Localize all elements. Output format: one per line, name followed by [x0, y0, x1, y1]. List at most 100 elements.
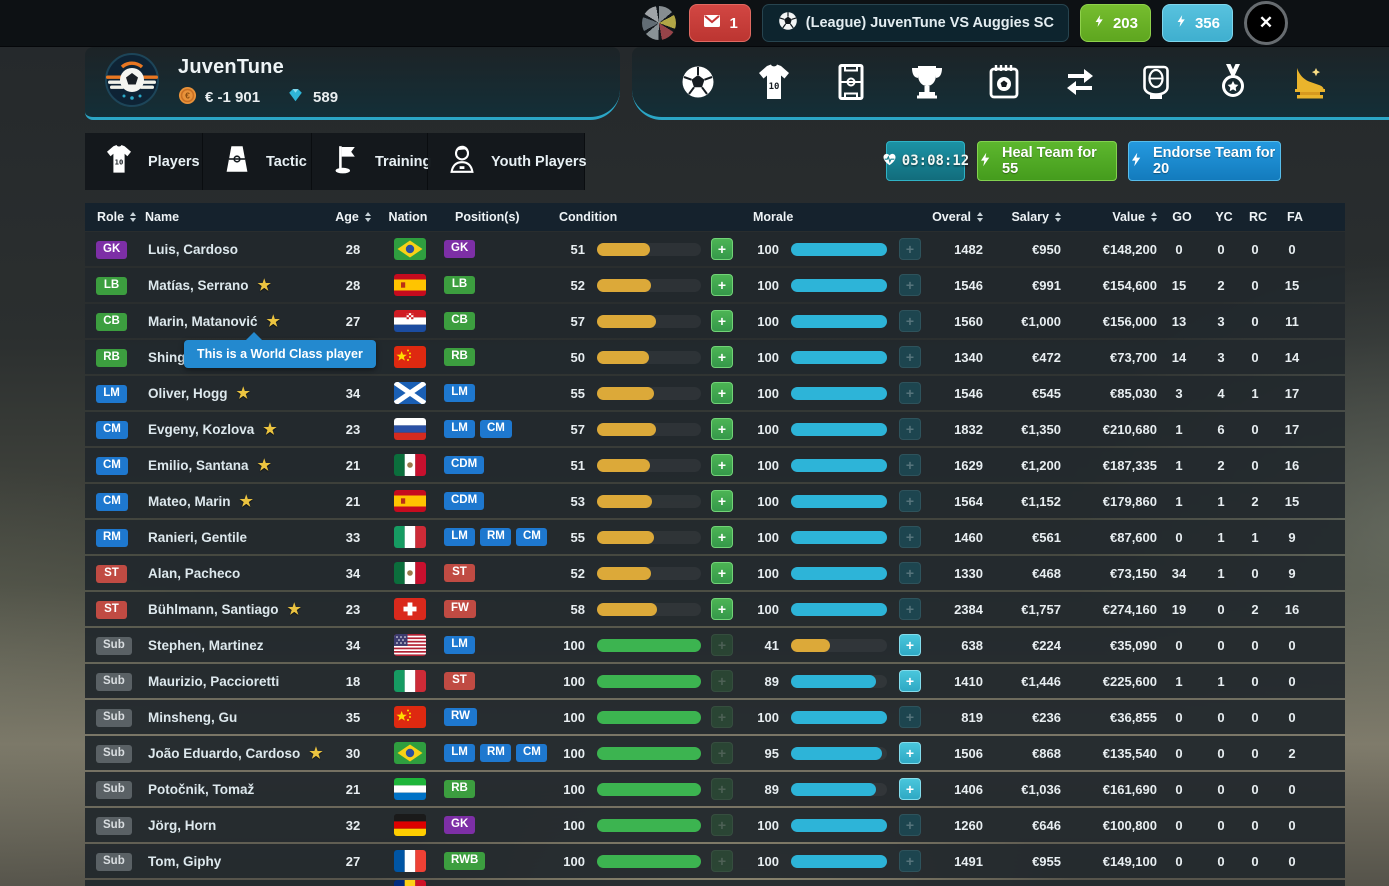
value-cell: €85,030 — [1110, 385, 1157, 401]
yellow-cards-cell: 0 — [1217, 817, 1225, 833]
player-row-partial — [85, 880, 1345, 886]
flag-spain — [394, 490, 426, 512]
energy-cyan-button[interactable]: 356 — [1161, 4, 1233, 42]
player-row[interactable]: ST Alan, Pacheco 34 ST 52 +100 +1330 €468 €73,15… — [85, 556, 1345, 590]
nav-ball-icon[interactable] — [676, 60, 720, 104]
morale-value: 100 — [757, 493, 779, 509]
player-row[interactable]: Sub Stephen, Martinez 34 LM 100 +41 +638 €224 €3… — [85, 628, 1345, 662]
nav-stadium-icon[interactable] — [1134, 60, 1178, 104]
nation-cell — [373, 850, 443, 872]
next-match-button[interactable]: (League) JuvenTune VS Auggies SC — [761, 4, 1069, 42]
morale-plus-button[interactable]: + — [899, 634, 921, 656]
col-header-role[interactable]: Role — [85, 210, 137, 224]
yellow-cards-cell: 1 — [1217, 673, 1225, 689]
player-row[interactable]: Sub Jörg, Horn 32 GK 100 +100 +1260 €646 €100,80… — [85, 808, 1345, 842]
nav-pitch-icon[interactable] — [829, 60, 873, 104]
sort-icon — [364, 212, 371, 222]
role-cell: Sub — [85, 707, 133, 728]
energy-green-button[interactable]: 203 — [1079, 4, 1151, 42]
player-name: Tom, Giphy — [148, 853, 222, 869]
player-name: Potočnik, Tomaž — [148, 781, 255, 797]
role-cell: ST — [85, 563, 133, 584]
nav-jersey-icon[interactable]: 10 — [752, 60, 796, 104]
condition-plus-button[interactable]: + — [711, 382, 733, 404]
player-row[interactable]: CB Marin, Matanović ★ 27 CB 57 +100 +1560 €1,000… — [85, 304, 1345, 338]
salary-cell: €1,446 — [1021, 673, 1061, 689]
role-cell: Sub — [85, 635, 133, 656]
heal-team-button[interactable]: Heal Team for 55 — [977, 141, 1117, 181]
col-header-value[interactable]: Value — [1061, 210, 1157, 224]
nav-transfers-icon[interactable] — [1058, 60, 1102, 104]
player-row[interactable]: LM Oliver, Hogg ★ 34 LM 55 +100 +1546 €545 €85,03… — [85, 376, 1345, 410]
red-cards-cell: 0 — [1251, 565, 1259, 581]
cond-bar — [597, 854, 701, 868]
player-row[interactable]: LB Matías, Serrano ★ 28 LB 52 +100 +1546 €991 €15… — [85, 268, 1345, 302]
tab-training[interactable]: Training — [312, 133, 431, 190]
player-row[interactable]: Sub João Eduardo, Cardoso ★ 30 LM RM CM 100 +95 +… — [85, 736, 1345, 770]
col-header-salary[interactable]: Salary — [983, 210, 1061, 224]
nav-golden-boot-icon[interactable] — [1287, 60, 1331, 104]
condition-plus-button[interactable]: + — [711, 274, 733, 296]
player-row[interactable]: CM Evgeny, Kozlova ★ 23 LM CM 57 +100 +1832 €1,35… — [85, 412, 1345, 446]
condition-plus-button[interactable]: + — [711, 598, 733, 620]
morale-value: 100 — [757, 565, 779, 581]
tab-players[interactable]: 10 Players — [85, 133, 203, 190]
player-row[interactable]: GK Luis, Cardoso 28 GK 51 +100 +1482 €950 €148,2… — [85, 232, 1345, 266]
red-cards-cell: 0 — [1251, 853, 1259, 869]
nation-cell — [373, 274, 443, 296]
position-badge: LM — [444, 527, 475, 547]
tactic-icon — [221, 142, 253, 181]
condition-plus-button[interactable]: + — [711, 526, 733, 548]
player-row[interactable]: Sub Tom, Giphy 27 RWB 100 +100 +1491 €955 €149,1… — [85, 844, 1345, 878]
red-cards-cell: 1 — [1251, 529, 1259, 545]
fortune-wheel-button[interactable] — [640, 4, 678, 42]
morale-plus-button: + — [899, 526, 921, 548]
morale-plus-button[interactable]: + — [899, 742, 921, 764]
value-cell: €210,680 — [1102, 421, 1157, 437]
morale-plus-button[interactable]: + — [899, 778, 921, 800]
condition-plus-button[interactable]: + — [711, 346, 733, 368]
red-cards-cell: 0 — [1251, 277, 1259, 293]
condition-plus-button[interactable]: + — [711, 490, 733, 512]
player-row[interactable]: ST Bühlmann, Santiago ★ 23 FW 58 +100 +2384 €1,7… — [85, 592, 1345, 626]
player-row[interactable]: CM Mateo, Marin ★ 21 CDM 53 +100 +1564 €1,152 €17… — [85, 484, 1345, 518]
overall-cell: 1491 — [954, 853, 983, 869]
nav-calendar-icon[interactable] — [982, 60, 1026, 104]
morale-bar-fill — [791, 746, 883, 760]
morale-plus-button: + — [899, 562, 921, 584]
world-class-tooltip-text: This is a World Class player — [197, 347, 363, 361]
condition-plus-button[interactable]: + — [711, 238, 733, 260]
col-header-age[interactable]: Age — [333, 210, 373, 224]
heal-timer-value: 03:08:12 — [901, 153, 970, 169]
col-header-overal[interactable]: Overal — [932, 210, 983, 224]
player-row[interactable]: Sub Minsheng, Gu 35 RW 100 +100 +819 €236 €36,85… — [85, 700, 1345, 734]
condition-plus-button[interactable]: + — [711, 418, 733, 440]
player-row[interactable]: CM Emilio, Santana ★ 21 CDM 51 +100 +1629 €1,200… — [85, 448, 1345, 482]
morale-plus-button[interactable]: + — [899, 670, 921, 692]
morale-value: 100 — [757, 421, 779, 437]
nav-trophy-icon[interactable] — [905, 60, 949, 104]
red-cards-cell: 0 — [1251, 313, 1259, 329]
condition-plus-button: + — [711, 778, 733, 800]
tab-tactic[interactable]: Tactic — [203, 133, 312, 190]
cond-bar — [597, 422, 701, 436]
morale-value: 100 — [757, 241, 779, 257]
condition-plus-button: + — [711, 742, 733, 764]
role-cell: LB — [85, 275, 133, 296]
red-cards-cell: 2 — [1251, 601, 1259, 617]
condition-plus-button[interactable]: + — [711, 562, 733, 584]
morale-value: 100 — [757, 313, 779, 329]
nav-medal-icon[interactable] — [1211, 60, 1255, 104]
player-row[interactable]: Sub Maurizio, Paccioretti 18 ST 100 +89 +1410 €… — [85, 664, 1345, 698]
close-button[interactable]: ✕ — [1244, 1, 1288, 45]
red-cards-cell: 1 — [1251, 385, 1259, 401]
condition-plus-button[interactable]: + — [711, 310, 733, 332]
mail-button[interactable]: 1 — [689, 4, 751, 42]
player-row[interactable]: Sub Potočnik, Tomaž 21 RB 100 +89 +1406 €1,036 €… — [85, 772, 1345, 806]
cond-bar — [597, 818, 701, 832]
endorse-team-button[interactable]: Endorse Team for 20 — [1128, 141, 1281, 181]
position-badge: LB — [96, 276, 127, 296]
tab-youth-players[interactable]: Youth Players — [428, 133, 587, 190]
player-row[interactable]: RM Ranieri, Gentile 33 LM RM CM 55 +100 +1460 €56… — [85, 520, 1345, 554]
condition-plus-button[interactable]: + — [711, 454, 733, 476]
